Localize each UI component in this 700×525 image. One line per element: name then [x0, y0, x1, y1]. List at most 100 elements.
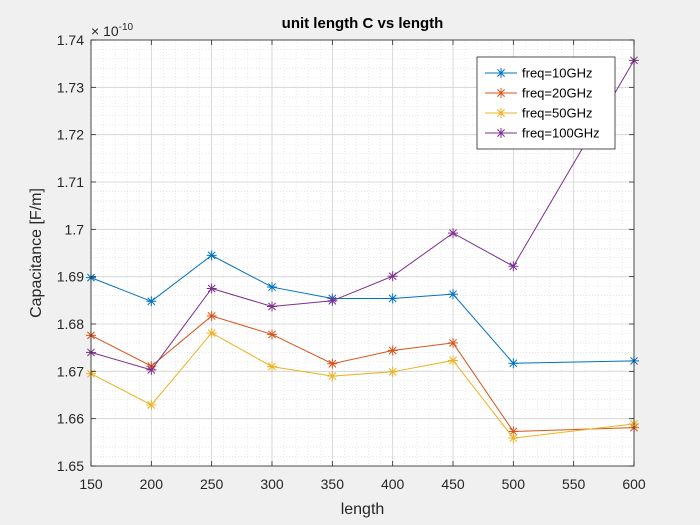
marker-stroke: [449, 338, 457, 347]
legend: freq=10GHz freq=20GHz freq=50GHz freq=100GH…: [476, 56, 616, 150]
marker-stroke: [328, 372, 337, 381]
data-point: [267, 361, 277, 372]
x-tick-label: 450: [441, 476, 465, 492]
grid: [90, 39, 635, 467]
legend-item: freq=10GHz: [485, 66, 592, 81]
y-tick-label: 1.72: [57, 127, 84, 143]
data-point: [267, 329, 277, 340]
data-point: [508, 433, 519, 444]
marker-stroke: [268, 302, 276, 311]
x-axis-label: length: [341, 501, 385, 518]
marker-stroke: [388, 346, 397, 355]
y-tick-label: 1.68: [57, 316, 84, 332]
legend-label: freq=20GHz: [522, 86, 592, 101]
marker-stroke: [509, 359, 518, 368]
y-tick-label: 1.71: [57, 174, 84, 190]
marker-stroke: [497, 89, 505, 97]
data-point: [448, 289, 458, 300]
x-tick-label: 250: [200, 476, 224, 492]
x-tick-label: 600: [622, 476, 646, 492]
data-point: [387, 271, 398, 282]
marker-stroke: [497, 69, 505, 77]
y-tick-label: 1.67: [57, 363, 84, 379]
data-point: [267, 282, 277, 293]
data-point: [206, 310, 217, 321]
x-tick-label: 350: [321, 476, 345, 492]
data-point: [146, 399, 157, 410]
data-point: [448, 228, 458, 239]
data-point: [206, 327, 217, 338]
marker-stroke: [207, 311, 216, 320]
marker-stroke: [388, 294, 397, 303]
y-axis-exponent: × 10-10: [91, 22, 134, 39]
marker-stroke: [449, 290, 457, 299]
data-point: [327, 371, 338, 382]
y-tick-label: 1.69: [57, 269, 84, 285]
data-point: [508, 261, 519, 272]
x-tick-label: 400: [381, 476, 405, 492]
marker-stroke: [268, 283, 276, 292]
marker-stroke: [509, 434, 518, 443]
marker-stroke: [147, 365, 156, 374]
data-point: [496, 128, 506, 138]
marker-stroke: [328, 296, 337, 305]
data-point: [387, 293, 398, 304]
marker-stroke: [388, 367, 397, 376]
x-tick-label: 300: [260, 476, 284, 492]
tick-labels: 150 200 250 300 350 400 450 500 550 600 1.65 1.66 1.…: [57, 32, 646, 492]
marker-stroke: [268, 330, 276, 339]
data-point: [146, 296, 157, 307]
chart-title: unit length C vs length: [282, 15, 444, 32]
data-point: [448, 337, 458, 348]
legend-label: freq=50GHz: [522, 106, 592, 121]
x-tick-label: 200: [140, 476, 164, 492]
marker-stroke: [207, 251, 216, 260]
marker-stroke: [207, 284, 216, 293]
marker-stroke: [509, 262, 518, 271]
marker-stroke: [207, 329, 216, 337]
marker-stroke: [328, 359, 337, 368]
marker-stroke: [147, 400, 156, 409]
y-tick-label: 1.66: [57, 411, 84, 427]
marker-stroke: [497, 109, 505, 117]
x-tick-label: 150: [79, 476, 103, 492]
y-tick-label: 1.74: [57, 32, 84, 48]
y-tick-label: 1.65: [57, 458, 84, 474]
data-point: [146, 364, 157, 375]
y-tick-label: 1.73: [57, 79, 84, 95]
y-axis-exponent-base: × 10: [91, 23, 119, 39]
marker-stroke: [449, 229, 457, 238]
marker-stroke: [497, 129, 505, 137]
legend-label: freq=10GHz: [522, 66, 592, 81]
data-point: [448, 355, 458, 366]
data-point: [496, 68, 506, 78]
data-point: [387, 366, 398, 377]
series-layer: [86, 55, 639, 444]
legend-item: freq=100GHz: [485, 126, 600, 141]
data-point: [267, 301, 277, 312]
ticks: [90, 39, 635, 467]
y-tick-label: 1.7: [65, 221, 85, 237]
x-tick-label: 500: [502, 476, 526, 492]
x-tick-label: 550: [562, 476, 586, 492]
legend-item: freq=50GHz: [485, 106, 592, 121]
legend-item: freq=20GHz: [485, 86, 592, 101]
data-point: [496, 108, 506, 118]
marker-stroke: [147, 297, 156, 306]
data-point: [496, 88, 506, 98]
marker-stroke: [509, 427, 518, 436]
data-point: [508, 358, 519, 369]
data-point: [327, 295, 338, 306]
y-axis-label: Capacitance [F/m]: [28, 188, 45, 318]
data-point: [206, 250, 217, 261]
legend-label: freq=100GHz: [522, 126, 600, 141]
marker-stroke: [388, 272, 397, 281]
marker-stroke: [449, 356, 457, 365]
y-axis-exponent-power: -10: [119, 22, 134, 33]
data-point: [387, 345, 398, 356]
marker-stroke: [268, 362, 276, 371]
plot-frame: [90, 39, 635, 467]
data-point: [327, 358, 338, 369]
data-point: [206, 283, 217, 294]
